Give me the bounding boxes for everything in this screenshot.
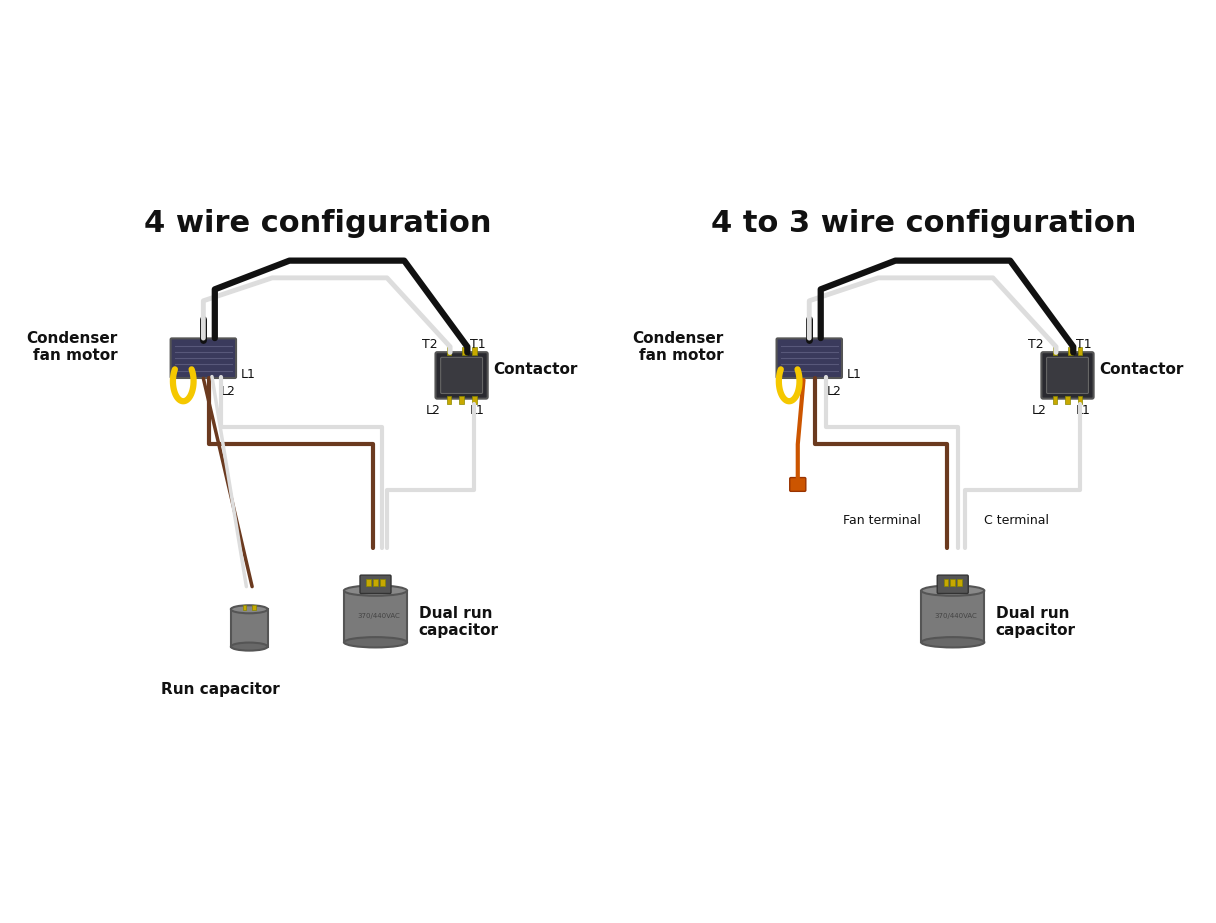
Bar xyxy=(460,396,463,404)
FancyBboxPatch shape xyxy=(170,339,236,378)
Text: L2: L2 xyxy=(220,385,236,398)
Text: L2: L2 xyxy=(1031,404,1046,417)
Text: L2: L2 xyxy=(426,404,440,417)
Text: T1: T1 xyxy=(469,339,485,352)
FancyBboxPatch shape xyxy=(1047,357,1088,393)
Bar xyxy=(1065,396,1070,404)
Bar xyxy=(1077,396,1082,404)
FancyBboxPatch shape xyxy=(435,353,488,399)
Bar xyxy=(1053,396,1057,404)
Text: Contactor: Contactor xyxy=(494,362,578,378)
FancyBboxPatch shape xyxy=(360,575,392,593)
Text: T2: T2 xyxy=(1029,339,1043,352)
Text: Condenser
fan motor: Condenser fan motor xyxy=(26,330,117,363)
Bar xyxy=(1077,347,1082,355)
Text: 4 wire configuration: 4 wire configuration xyxy=(145,209,491,238)
Text: L1: L1 xyxy=(846,367,861,381)
Text: L1: L1 xyxy=(241,367,255,381)
FancyBboxPatch shape xyxy=(1041,353,1093,399)
Bar xyxy=(951,579,955,586)
Text: C terminal: C terminal xyxy=(984,514,1049,528)
Text: 370/440VAC: 370/440VAC xyxy=(934,614,976,619)
Text: L1: L1 xyxy=(1076,404,1091,417)
Text: 4 to 3 wire configuration: 4 to 3 wire configuration xyxy=(711,209,1137,238)
Bar xyxy=(922,591,984,642)
Ellipse shape xyxy=(922,585,984,595)
FancyBboxPatch shape xyxy=(938,575,968,593)
Text: Dual run
capacitor: Dual run capacitor xyxy=(996,606,1076,639)
FancyBboxPatch shape xyxy=(440,357,483,393)
FancyBboxPatch shape xyxy=(777,339,841,378)
Text: Run capacitor: Run capacitor xyxy=(162,682,280,698)
Bar xyxy=(373,579,378,586)
Bar xyxy=(462,347,467,355)
Text: Dual run
capacitor: Dual run capacitor xyxy=(418,606,499,639)
Bar xyxy=(243,605,247,610)
Text: L1: L1 xyxy=(471,404,485,417)
Bar xyxy=(957,579,962,586)
Bar xyxy=(472,396,477,404)
FancyBboxPatch shape xyxy=(789,477,806,491)
Bar xyxy=(944,579,948,586)
Bar xyxy=(1068,347,1073,355)
Text: L2: L2 xyxy=(827,385,841,398)
Ellipse shape xyxy=(231,642,268,651)
Text: Condenser
fan motor: Condenser fan motor xyxy=(632,330,724,363)
Ellipse shape xyxy=(231,605,268,613)
Ellipse shape xyxy=(922,637,984,647)
Bar xyxy=(446,347,451,355)
Bar xyxy=(366,579,371,586)
Text: T2: T2 xyxy=(422,339,438,352)
Text: Fan terminal: Fan terminal xyxy=(843,514,922,528)
Bar xyxy=(252,605,255,610)
Bar xyxy=(231,609,268,647)
Text: 370/440VAC: 370/440VAC xyxy=(358,614,400,619)
Text: T1: T1 xyxy=(1076,339,1092,352)
Bar xyxy=(446,396,451,404)
Bar xyxy=(344,591,407,642)
Text: Contactor: Contactor xyxy=(1099,362,1183,378)
Ellipse shape xyxy=(344,637,407,647)
Bar xyxy=(1053,347,1057,355)
Bar xyxy=(472,347,477,355)
Ellipse shape xyxy=(344,585,407,595)
Bar xyxy=(381,579,384,586)
